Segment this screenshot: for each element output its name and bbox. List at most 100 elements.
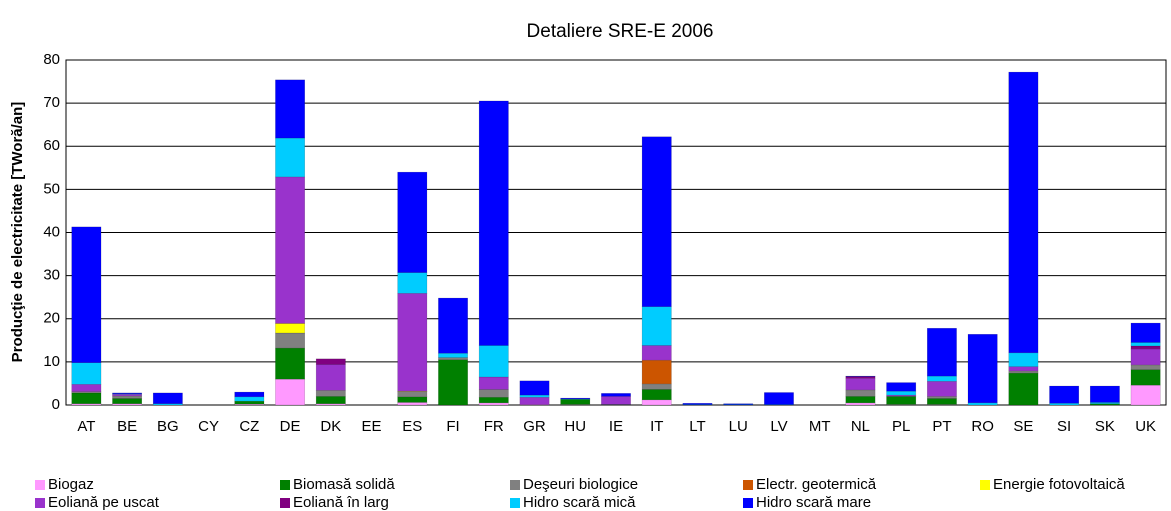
bar-segment — [438, 357, 468, 360]
legend-swatch — [35, 498, 45, 508]
bar-segment — [601, 396, 631, 405]
x-tick-label: SK — [1095, 418, 1115, 435]
chart-title: Detaliere SRE-E 2006 — [527, 21, 714, 42]
bar-segment — [1008, 370, 1039, 374]
bar-segment — [1008, 352, 1039, 367]
bar-segment — [1008, 71, 1039, 354]
bar-segment — [1130, 322, 1161, 343]
bar-segment — [845, 378, 876, 391]
x-tick-label: GR — [523, 418, 546, 435]
bar-segment — [1008, 366, 1039, 372]
y-tick-label: 80 — [43, 51, 60, 68]
bar-segment — [845, 396, 876, 404]
legend-label: Hidro scară mică — [523, 494, 636, 511]
x-tick-label: LU — [729, 418, 748, 435]
bar-segment — [927, 375, 957, 382]
x-tick-label: UK — [1135, 418, 1156, 435]
x-tick-label: NL — [851, 418, 870, 435]
legend-swatch — [510, 498, 520, 508]
bar-segment — [397, 171, 428, 273]
x-tick-label: IE — [609, 418, 623, 435]
legend-label: Energie fotovoltaică — [993, 476, 1125, 493]
bar-segment — [927, 398, 957, 405]
x-tick-label: FI — [446, 418, 459, 435]
bar-segment — [967, 334, 998, 404]
y-tick-label: 0 — [52, 396, 60, 413]
bar-segment — [478, 376, 509, 390]
bar-segment — [845, 389, 876, 397]
x-tick-label: LT — [689, 418, 705, 435]
bar-segment — [397, 391, 428, 398]
bar-segment — [845, 402, 876, 406]
bar-segment — [234, 400, 265, 405]
bar-segment — [519, 394, 550, 398]
y-tick-label: 60 — [43, 137, 60, 154]
y-tick-label: 30 — [43, 267, 60, 284]
bar-segment — [764, 392, 794, 405]
bar-segment — [478, 396, 509, 404]
bar-segment — [112, 393, 143, 397]
bar-segment — [641, 383, 672, 390]
bar-segment — [438, 353, 468, 358]
bar-segment — [71, 392, 102, 404]
bar-segment — [234, 391, 265, 398]
bar-segment — [886, 382, 917, 392]
bar-segment — [478, 389, 509, 398]
bar-segment — [519, 396, 550, 405]
bar-segment — [315, 364, 346, 391]
legend-label: Biogaz — [48, 476, 94, 493]
x-tick-label: BE — [117, 418, 137, 435]
bar-segment — [560, 397, 591, 400]
bar-segment — [723, 403, 754, 405]
bar-segment — [315, 396, 346, 404]
x-tick-label: HU — [564, 418, 586, 435]
bar-segment — [1130, 348, 1161, 366]
bar-segment — [1008, 372, 1039, 406]
legend-swatch — [743, 498, 753, 508]
bar-segment — [886, 390, 917, 396]
bar-segment — [152, 392, 183, 404]
y-tick-label: 70 — [43, 94, 60, 111]
bar-segment — [275, 79, 305, 139]
bar-segment — [641, 359, 672, 385]
bar-segment — [641, 345, 672, 361]
bar-segment — [112, 398, 143, 404]
x-tick-label: MT — [809, 418, 831, 435]
bar-segment — [1130, 364, 1161, 370]
y-tick-label: 10 — [43, 353, 60, 370]
bar-segment — [682, 403, 713, 405]
bar-segment — [1130, 345, 1161, 350]
bar-segment — [1049, 403, 1080, 406]
bar-segment — [275, 347, 305, 380]
x-tick-label: FR — [484, 418, 504, 435]
bar-segment — [519, 380, 550, 396]
x-tick-label: CY — [198, 418, 219, 435]
bar-segment — [275, 137, 305, 178]
bar-segment — [275, 378, 305, 406]
x-tick-label: PL — [892, 418, 910, 435]
bar-segment — [927, 396, 957, 399]
legend-swatch — [510, 480, 520, 490]
legend-label: Eoliană pe uscat — [48, 494, 160, 511]
legend-swatch — [35, 480, 45, 490]
legend-swatch — [743, 480, 753, 490]
bar-segment — [1089, 385, 1120, 403]
bar-segment — [275, 332, 305, 349]
bar-segment — [641, 136, 672, 307]
bar-segment — [886, 396, 917, 405]
bar-segment — [967, 402, 998, 406]
bar-segment — [927, 381, 957, 397]
bar-segment — [927, 327, 957, 377]
bar-segment — [315, 358, 346, 365]
bar-segment — [478, 402, 509, 406]
bar-segment — [560, 399, 591, 405]
bar-segment — [478, 100, 509, 346]
bar-segment — [234, 396, 265, 402]
bar-segment — [71, 362, 102, 385]
bar-segment — [1130, 384, 1161, 406]
x-tick-label: EE — [362, 418, 382, 435]
legend-label: Deşeuri biologice — [523, 476, 638, 493]
legend-label: Electr. geotermică — [756, 476, 877, 493]
x-tick-label: AT — [77, 418, 95, 435]
legend-swatch — [280, 480, 290, 490]
